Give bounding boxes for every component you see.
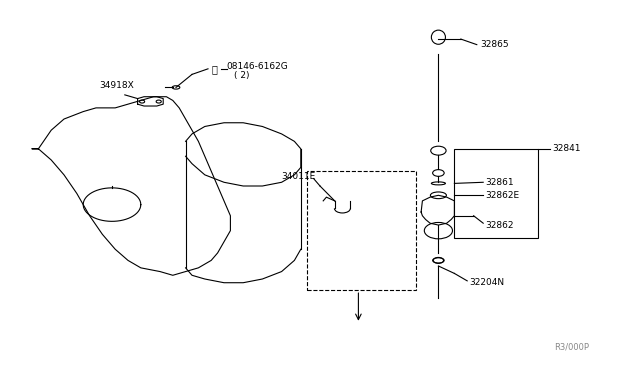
- Text: 34918X: 34918X: [99, 81, 134, 90]
- Text: 08146-6162G: 08146-6162G: [226, 62, 287, 71]
- Bar: [454, 149, 538, 238]
- Text: 32862E: 32862E: [485, 191, 519, 200]
- Text: R3/000P: R3/000P: [554, 343, 589, 352]
- Bar: [307, 171, 416, 290]
- Text: 32862: 32862: [485, 221, 514, 230]
- Text: 32865: 32865: [480, 40, 509, 49]
- Text: 32841: 32841: [552, 144, 581, 153]
- Text: Ⓑ: Ⓑ: [211, 64, 218, 74]
- Text: 32861: 32861: [485, 178, 514, 187]
- Text: ( 2): ( 2): [234, 71, 249, 80]
- Text: 32204N: 32204N: [469, 278, 504, 287]
- Text: 34011E: 34011E: [282, 172, 316, 181]
